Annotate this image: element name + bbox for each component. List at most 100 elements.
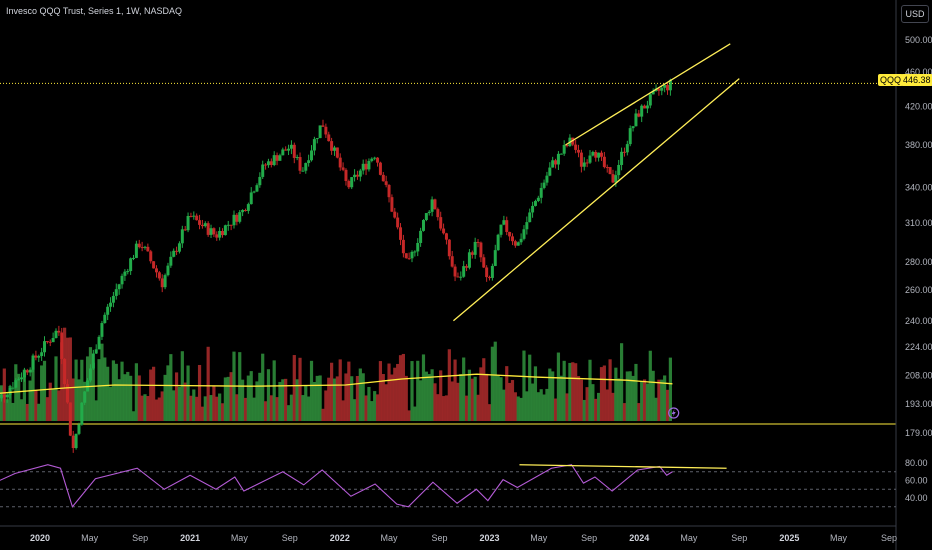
volume-bar xyxy=(571,362,575,421)
volume-bar xyxy=(430,369,434,421)
candle-body xyxy=(588,155,592,163)
candle-body xyxy=(166,265,170,276)
candle-body xyxy=(215,234,219,238)
volume-bar xyxy=(579,379,583,421)
volume-bar xyxy=(651,370,655,421)
candle-body xyxy=(430,199,434,212)
candle-body xyxy=(390,197,394,212)
candle-body xyxy=(307,160,311,164)
time-tick-label: May xyxy=(680,533,698,543)
price-tick-label: 460.00 xyxy=(905,67,932,77)
candle-body xyxy=(180,229,184,244)
candle-body xyxy=(209,228,213,235)
volume-bar xyxy=(28,380,32,421)
volume-bar xyxy=(312,382,316,421)
candle-body xyxy=(83,391,87,403)
candle-body xyxy=(321,125,325,127)
candle-body xyxy=(502,220,506,225)
candle-body xyxy=(335,147,339,158)
candle-body xyxy=(304,163,308,171)
candle-body xyxy=(45,341,49,343)
volume-bar xyxy=(261,353,265,421)
candle-body xyxy=(579,152,583,167)
volume-bar xyxy=(562,360,566,421)
candle-body xyxy=(668,79,672,91)
volume-bar xyxy=(286,405,291,421)
volume-bar xyxy=(499,377,503,421)
volume-bar xyxy=(413,406,417,421)
candle-body xyxy=(120,275,124,285)
currency-button[interactable]: USD xyxy=(901,5,929,23)
volume-bar xyxy=(502,389,506,421)
volume-bar xyxy=(344,373,348,421)
candle-body xyxy=(485,267,489,278)
lower-channel-trendline xyxy=(453,78,740,322)
candle-body xyxy=(542,182,546,188)
price-tick-label: 208.00 xyxy=(905,371,932,381)
candle-body xyxy=(645,105,649,109)
volume-bar xyxy=(152,366,156,421)
rsi-resistance-trendline xyxy=(519,464,727,469)
candle-body xyxy=(625,144,629,153)
candle-body xyxy=(373,157,377,159)
volume-bar xyxy=(640,380,644,421)
candle-body xyxy=(261,164,265,177)
candle-body xyxy=(111,295,115,303)
volume-bar xyxy=(14,364,18,421)
volume-bar xyxy=(654,397,658,421)
candle-body xyxy=(57,330,61,333)
volume-bar xyxy=(568,362,572,421)
candle-body xyxy=(393,211,397,218)
volume-ma-line xyxy=(0,373,673,394)
candle-body xyxy=(453,266,457,277)
volume-bar xyxy=(169,354,173,421)
candle-body xyxy=(376,157,380,163)
lightning-glyph xyxy=(671,409,676,417)
price-tick-label: 280.00 xyxy=(905,257,932,267)
candle-body xyxy=(416,242,420,252)
volume-bar xyxy=(364,395,368,421)
candle-body xyxy=(554,160,558,165)
volume-bar xyxy=(5,399,9,421)
volume-bar xyxy=(295,379,299,421)
candle-body xyxy=(384,181,388,185)
volume-bar xyxy=(301,395,305,421)
volume-bar xyxy=(57,390,61,421)
time-tick-label: 2022 xyxy=(330,533,350,543)
volume-bar xyxy=(611,392,615,421)
volume-bar xyxy=(496,375,500,421)
candle-body xyxy=(298,157,302,171)
candle-body xyxy=(287,148,291,151)
volume-bar xyxy=(34,390,38,421)
candle-body xyxy=(200,224,204,227)
candle-body xyxy=(490,265,494,278)
volume-bar xyxy=(487,404,492,421)
candle-body xyxy=(68,402,72,436)
candle-body xyxy=(223,225,227,236)
volume-bar xyxy=(338,359,342,421)
volume-bar xyxy=(103,357,107,421)
candle-body xyxy=(611,174,615,183)
volume-bar xyxy=(358,368,362,421)
volume-bar xyxy=(439,370,443,421)
candle-body xyxy=(421,220,425,231)
candle-body xyxy=(169,256,173,266)
candle-body xyxy=(591,151,595,156)
candle-body xyxy=(467,252,471,268)
volume-bar xyxy=(163,374,167,421)
volume-bar xyxy=(545,388,549,421)
candle-body xyxy=(152,261,156,269)
candle-body xyxy=(488,277,492,279)
candle-body xyxy=(40,352,44,356)
volume-bar xyxy=(309,360,314,421)
volume-bar xyxy=(631,375,635,421)
candle-body xyxy=(387,184,391,198)
time-tick-label: Sep xyxy=(282,533,298,543)
candle-body xyxy=(65,384,69,403)
volume-bar xyxy=(404,375,408,421)
volume-bar xyxy=(350,376,354,421)
volume-bar xyxy=(166,365,170,421)
candle-body xyxy=(364,163,368,170)
volume-bar xyxy=(625,371,629,421)
